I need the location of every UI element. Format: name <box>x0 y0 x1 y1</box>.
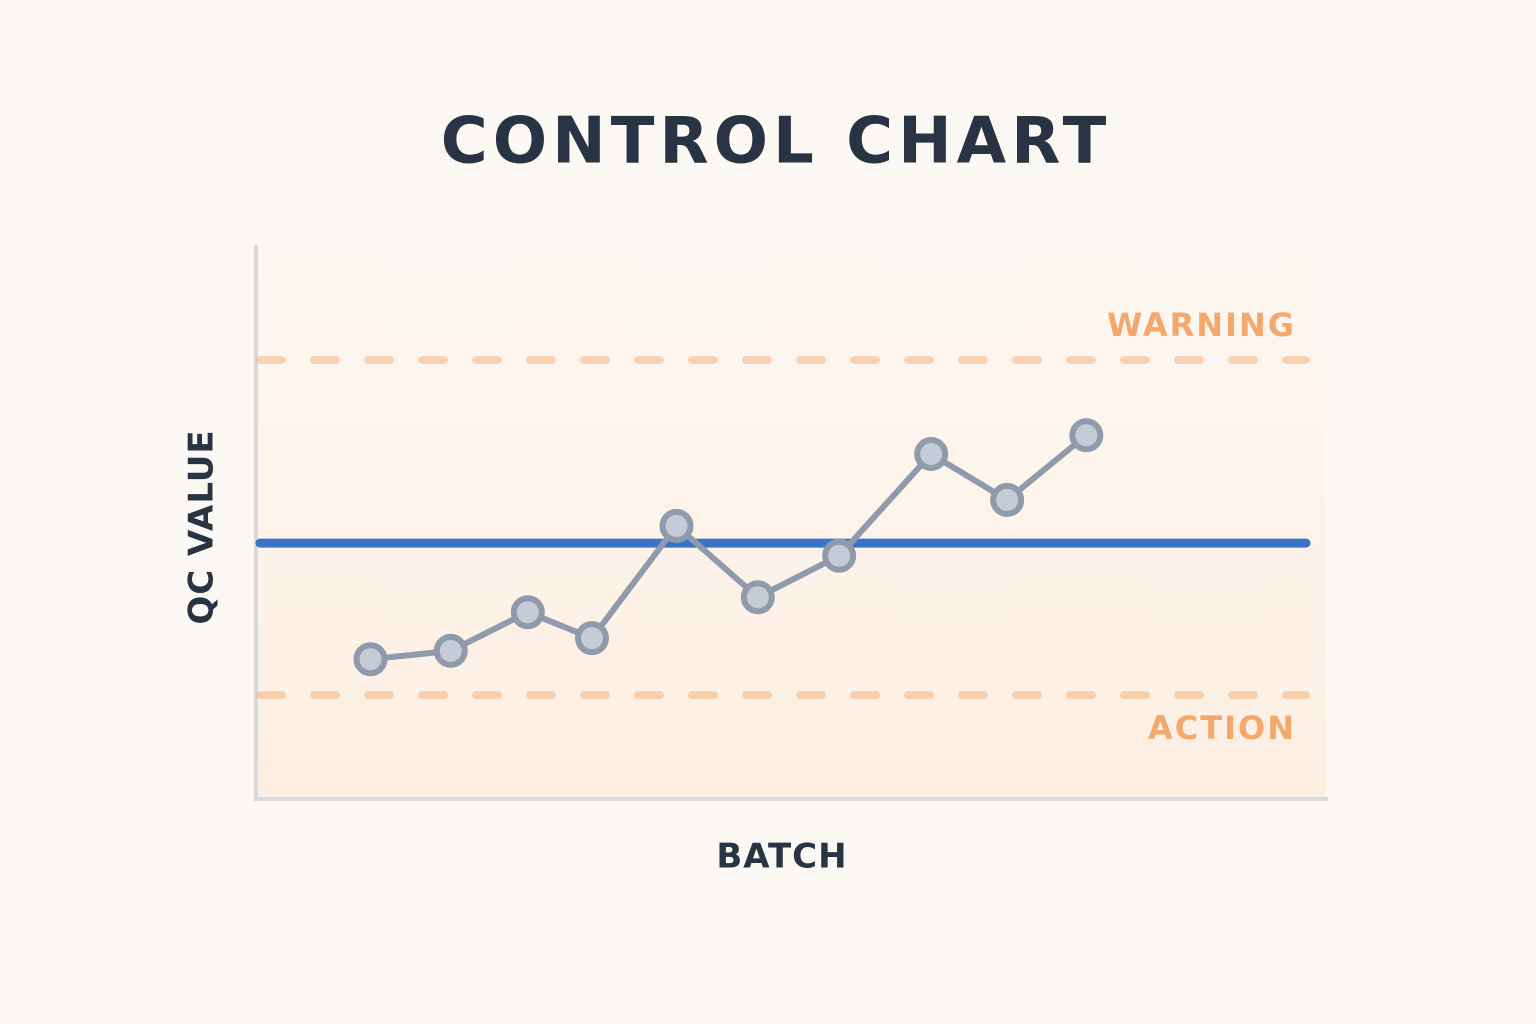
x-axis-label: BATCH <box>716 837 847 877</box>
data-point <box>574 621 609 656</box>
data-point <box>1069 418 1104 453</box>
data-point <box>659 508 694 543</box>
warning-line-label: WARNING <box>1107 306 1296 344</box>
data-line <box>370 432 1089 663</box>
chart-title: CONTROL CHART <box>441 105 1111 179</box>
data-point <box>510 595 545 630</box>
data-point <box>433 633 468 668</box>
plot-area <box>256 245 1326 798</box>
y-axis-label: QC VALUE <box>182 429 222 624</box>
data-point <box>740 580 775 615</box>
data-point <box>353 642 388 677</box>
action-line-label: ACTION <box>1148 709 1296 747</box>
data-point <box>914 437 949 472</box>
data-point <box>990 482 1025 517</box>
data-point <box>822 538 857 573</box>
